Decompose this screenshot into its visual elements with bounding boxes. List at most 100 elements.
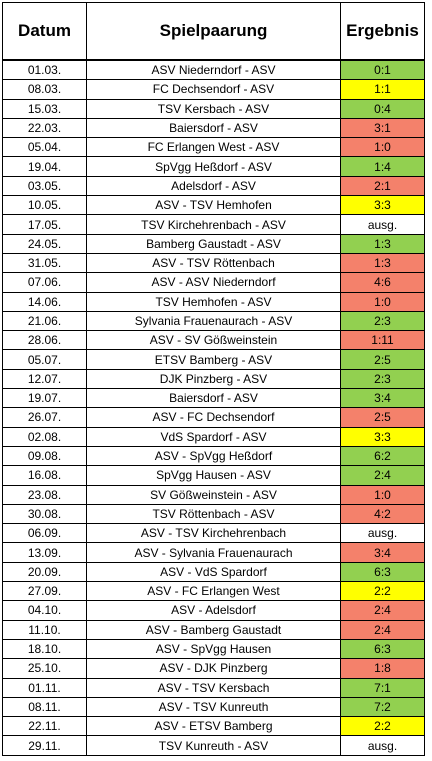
- result-cell: 1:0: [340, 137, 425, 158]
- result-cell: 2:1: [340, 175, 425, 197]
- date-cell: 01.03.: [2, 59, 87, 81]
- match-cell: TSV Hemhofen - ASV: [86, 291, 341, 312]
- date-cell: 31.05.: [2, 252, 87, 274]
- date-cell: 09.08.: [2, 445, 87, 467]
- result-cell: 1:11: [340, 330, 425, 351]
- result-cell: 0:1: [340, 59, 425, 81]
- result-cell: 7:1: [340, 677, 425, 698]
- date-cell: 12.07.: [2, 368, 87, 390]
- date-cell: 22.11.: [2, 716, 87, 737]
- table-row: 01.03. ASV Niederndorf - ASV 0:1: [2, 59, 425, 81]
- result-cell: 1:1: [340, 79, 425, 100]
- table-row: 13.09. ASV - Sylvania Frauenaurach 3:4: [2, 542, 425, 563]
- match-cell: ASV - FC Dechsendorf: [86, 407, 341, 428]
- match-cell: Baiersdorf - ASV: [86, 117, 341, 139]
- table-row: 03.05. Adelsdorf - ASV 2:1: [2, 175, 425, 197]
- table-row: 10.05. ASV - TSV Hemhofen 3:3: [2, 195, 425, 216]
- header-match: Spielpaarung: [86, 2, 341, 61]
- result-cell: 2:4: [340, 619, 425, 640]
- table-row: 17.05. TSV Kirchehrenbach - ASV ausg.: [2, 214, 425, 235]
- match-cell: Adelsdorf - ASV: [86, 175, 341, 197]
- date-cell: 18.10.: [2, 638, 87, 660]
- result-cell: 3:4: [340, 542, 425, 563]
- result-cell: 1:3: [340, 233, 425, 254]
- date-cell: 13.09.: [2, 542, 87, 563]
- table-row: 29.11. TSV Kunreuth - ASV ausg.: [2, 735, 425, 756]
- match-cell: ASV - Bamberg Gaustadt: [86, 619, 341, 640]
- table-row: 26.07. ASV - FC Dechsendorf 2:5: [2, 407, 425, 428]
- date-cell: 27.09.: [2, 581, 87, 602]
- match-cell: ASV - DJK Pinzberg: [86, 658, 341, 679]
- result-cell: 2:5: [340, 349, 425, 370]
- result-cell: 2:5: [340, 407, 425, 428]
- match-cell: ASV - Adelsdorf: [86, 600, 341, 621]
- result-cell: 1:3: [340, 252, 425, 274]
- match-cell: ASV - TSV Kirchehrenbach: [86, 523, 341, 544]
- date-cell: 25.10.: [2, 658, 87, 679]
- table-row: 08.11. ASV - TSV Kunreuth 7:2: [2, 696, 425, 718]
- result-cell: 1:4: [340, 156, 425, 177]
- date-cell: 26.07.: [2, 407, 87, 428]
- result-cell: 4:2: [340, 503, 425, 525]
- date-cell: 08.03.: [2, 79, 87, 100]
- date-cell: 04.10.: [2, 600, 87, 621]
- match-cell: ASV - SV Gößweinstein: [86, 330, 341, 351]
- result-cell: ausg.: [340, 214, 425, 235]
- match-cell: VdS Spardorf - ASV: [86, 426, 341, 447]
- table-row: 15.03. TSV Kersbach - ASV 0:4: [2, 98, 425, 119]
- match-cell: ASV - SpVgg Heßdorf: [86, 445, 341, 467]
- result-cell: ausg.: [340, 523, 425, 544]
- match-cell: ASV Niederndorf - ASV: [86, 59, 341, 81]
- date-cell: 24.05.: [2, 233, 87, 254]
- date-cell: 06.09.: [2, 523, 87, 544]
- match-cell: Sylvania Frauenaurach - ASV: [86, 310, 341, 332]
- match-cell: Baiersdorf - ASV: [86, 388, 341, 409]
- date-cell: 28.06.: [2, 330, 87, 351]
- date-cell: 29.11.: [2, 735, 87, 756]
- header-row: Datum Spielpaarung Ergebnis: [2, 2, 425, 61]
- date-cell: 19.04.: [2, 156, 87, 177]
- table-row: 01.11. ASV - TSV Kersbach 7:1: [2, 677, 425, 698]
- result-cell: 1:0: [340, 291, 425, 312]
- date-cell: 23.08.: [2, 484, 87, 505]
- result-cell: 3:3: [340, 195, 425, 216]
- table-row: 09.08. ASV - SpVgg Heßdorf 6:2: [2, 445, 425, 467]
- date-cell: 20.09.: [2, 561, 87, 583]
- date-cell: 21.06.: [2, 310, 87, 332]
- match-cell: SpVgg Heßdorf - ASV: [86, 156, 341, 177]
- match-cell: ASV - Sylvania Frauenaurach: [86, 542, 341, 563]
- match-cell: TSV Röttenbach - ASV: [86, 503, 341, 525]
- table-row: 08.03. FC Dechsendorf - ASV 1:1: [2, 79, 425, 100]
- table-row: 12.07. DJK Pinzberg - ASV 2:3: [2, 368, 425, 390]
- match-cell: FC Dechsendorf - ASV: [86, 79, 341, 100]
- match-cell: ASV - VdS Spardorf: [86, 561, 341, 583]
- result-cell: 6:2: [340, 445, 425, 467]
- table-row: 04.10. ASV - Adelsdorf 2:4: [2, 600, 425, 621]
- match-cell: ASV - TSV Röttenbach: [86, 252, 341, 274]
- result-cell: 3:4: [340, 388, 425, 409]
- table-row: 23.08. SV Gößweinstein - ASV 1:0: [2, 484, 425, 505]
- table-row: 31.05. ASV - TSV Röttenbach 1:3: [2, 252, 425, 274]
- header-result: Ergebnis: [340, 2, 425, 61]
- result-cell: 0:4: [340, 98, 425, 119]
- match-cell: SV Gößweinstein - ASV: [86, 484, 341, 505]
- match-cell: TSV Kirchehrenbach - ASV: [86, 214, 341, 235]
- table-row: 11.10. ASV - Bamberg Gaustadt 2:4: [2, 619, 425, 640]
- date-cell: 05.04.: [2, 137, 87, 158]
- header-date: Datum: [2, 2, 87, 61]
- date-cell: 11.10.: [2, 619, 87, 640]
- date-cell: 30.08.: [2, 503, 87, 525]
- result-cell: 2:4: [340, 600, 425, 621]
- table-row: 25.10. ASV - DJK Pinzberg 1:8: [2, 658, 425, 679]
- match-cell: ASV - SpVgg Hausen: [86, 638, 341, 660]
- result-cell: 1:8: [340, 658, 425, 679]
- date-cell: 14.06.: [2, 291, 87, 312]
- result-cell: 3:3: [340, 426, 425, 447]
- result-cell: 2:4: [340, 465, 425, 486]
- match-cell: ASV - TSV Kersbach: [86, 677, 341, 698]
- date-cell: 01.11.: [2, 677, 87, 698]
- date-cell: 07.06.: [2, 272, 87, 293]
- table-row: 21.06. Sylvania Frauenaurach - ASV 2:3: [2, 310, 425, 332]
- results-table: Datum Spielpaarung Ergebnis 01.03. ASV Ni…: [2, 2, 425, 756]
- match-cell: ASV - TSV Kunreuth: [86, 696, 341, 718]
